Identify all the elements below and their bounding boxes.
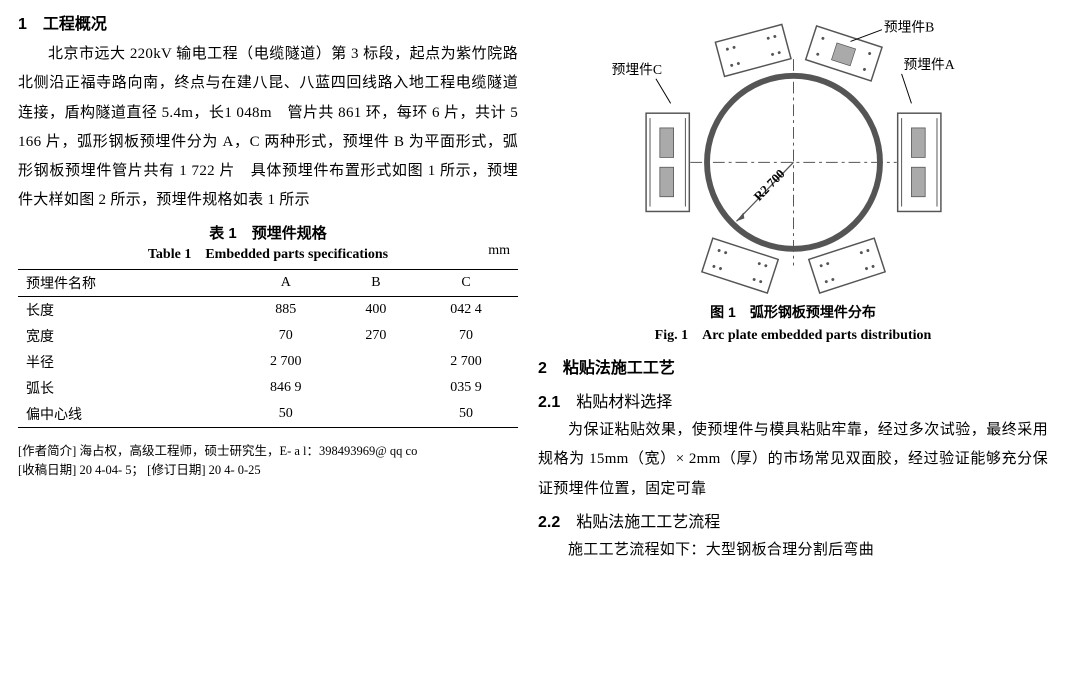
footer-received-text: 20 4-04- 5； xyxy=(79,463,144,477)
table-cell: 2 700 xyxy=(414,349,518,375)
table-cell xyxy=(338,401,414,428)
footer-author-text: 海占权，高级工程师，硕士研究生，E- a l：398493969@ qq co xyxy=(79,444,417,458)
section-2-2-title: 粘贴法施工工艺流程 xyxy=(560,514,720,531)
figure-1-label-b: 预埋件B xyxy=(883,20,933,35)
table-cell xyxy=(338,349,414,375)
table-cell: 宽度 xyxy=(18,323,234,349)
table-cell: 70 xyxy=(414,323,518,349)
table-cell: 400 xyxy=(338,296,414,323)
table-cell: 半径 xyxy=(18,349,234,375)
table-1-unit: mm xyxy=(488,243,510,259)
table-cell: 042 4 xyxy=(414,296,518,323)
table-header-cell: C xyxy=(414,269,518,296)
footer-author-line: [作者简介] 海占权，高级工程师，硕士研究生，E- a l：398493969@… xyxy=(18,442,518,461)
section-2-heading: 2 粘贴法施工工艺 xyxy=(538,354,1048,378)
table-cell: 长度 xyxy=(18,296,234,323)
table-cell: 885 xyxy=(234,296,338,323)
table-row: 偏中心线 50 50 xyxy=(18,401,518,428)
section-2-2-body: 施工工艺流程如下：大型钢板合理分割后弯曲 xyxy=(538,536,1048,565)
figure-1-container: R2 700 预埋件A xyxy=(538,10,1048,300)
table-cell xyxy=(338,375,414,401)
figure-1-label-a: 预埋件A xyxy=(903,57,954,72)
table-cell: 270 xyxy=(338,323,414,349)
table-cell: 035 9 xyxy=(414,375,518,401)
table-row: 长度 885 400 042 4 xyxy=(18,296,518,323)
table-row: 宽度 70 270 70 xyxy=(18,323,518,349)
table-cell: 偏中心线 xyxy=(18,401,234,428)
section-2-1-num: 2.1 xyxy=(538,394,560,411)
figure-1-label-c: 预埋件C xyxy=(611,62,661,77)
table-header-row: 预埋件名称 A B C xyxy=(18,269,518,296)
table-header-cell: B xyxy=(338,269,414,296)
section-2-2-num: 2.2 xyxy=(538,514,560,531)
section-2-1-body: 为保证粘贴效果，使预埋件与模具粘贴牢靠，经过多次试验，最终采用规格为 15mm（… xyxy=(538,416,1048,504)
table-1-caption-en-text: Table 1 Embedded parts specifications xyxy=(148,247,388,262)
figure-1-svg: R2 700 预埋件A xyxy=(596,10,991,295)
footer-revised-label: [修订日期] xyxy=(147,463,205,477)
left-column: 1 工程概况 北京市远大 220kV 输电工程（电缆隧道）第 3 标段，起点为紫… xyxy=(18,10,518,680)
page-container: 1 工程概况 北京市远大 220kV 输电工程（电缆隧道）第 3 标段，起点为紫… xyxy=(0,0,1074,690)
footer-author-label: [作者简介] xyxy=(18,444,76,458)
figure-1-caption-en: Fig. 1 Arc plate embedded parts distribu… xyxy=(538,324,1048,344)
section-2-1-heading: 2.1 粘贴材料选择 xyxy=(538,388,1048,412)
table-header-cell: A xyxy=(234,269,338,296)
table-header-cell: 预埋件名称 xyxy=(18,269,234,296)
table-cell: 弧长 xyxy=(18,375,234,401)
section-1-heading: 1 工程概况 xyxy=(18,10,518,34)
table-cell: 846 9 xyxy=(234,375,338,401)
section-2-2-heading: 2.2 粘贴法施工工艺流程 xyxy=(538,508,1048,532)
radius-label: R2 700 xyxy=(751,167,787,204)
footer-received-label: [收稿日期] xyxy=(18,463,76,477)
table-cell: 50 xyxy=(234,401,338,428)
footer-revised-text: 20 4- 0-25 xyxy=(209,463,261,477)
table-row: 半径 2 700 2 700 xyxy=(18,349,518,375)
footer-dates-line: [收稿日期] 20 4-04- 5； [修订日期] 20 4- 0-25 xyxy=(18,461,518,480)
table-1: 预埋件名称 A B C 长度 885 400 042 4 宽度 70 270 7 xyxy=(18,269,518,428)
table-row: 弧长 846 9 035 9 xyxy=(18,375,518,401)
table-cell: 50 xyxy=(414,401,518,428)
table-1-caption-en: Table 1 Embedded parts specifications mm xyxy=(18,243,518,263)
table-cell: 2 700 xyxy=(234,349,338,375)
table-cell: 70 xyxy=(234,323,338,349)
section-2-1-title: 粘贴材料选择 xyxy=(560,394,672,411)
right-column: R2 700 预埋件A xyxy=(538,10,1048,680)
table-1-caption-cn: 表 1 预埋件规格 xyxy=(18,222,518,243)
figure-1-caption-cn: 图 1 弧形钢板预埋件分布 xyxy=(538,302,1048,322)
footer-notes: [作者简介] 海占权，高级工程师，硕士研究生，E- a l：398493969@… xyxy=(18,442,518,481)
section-1-body: 北京市远大 220kV 输电工程（电缆隧道）第 3 标段，起点为紫竹院路北侧沿正… xyxy=(18,40,518,216)
